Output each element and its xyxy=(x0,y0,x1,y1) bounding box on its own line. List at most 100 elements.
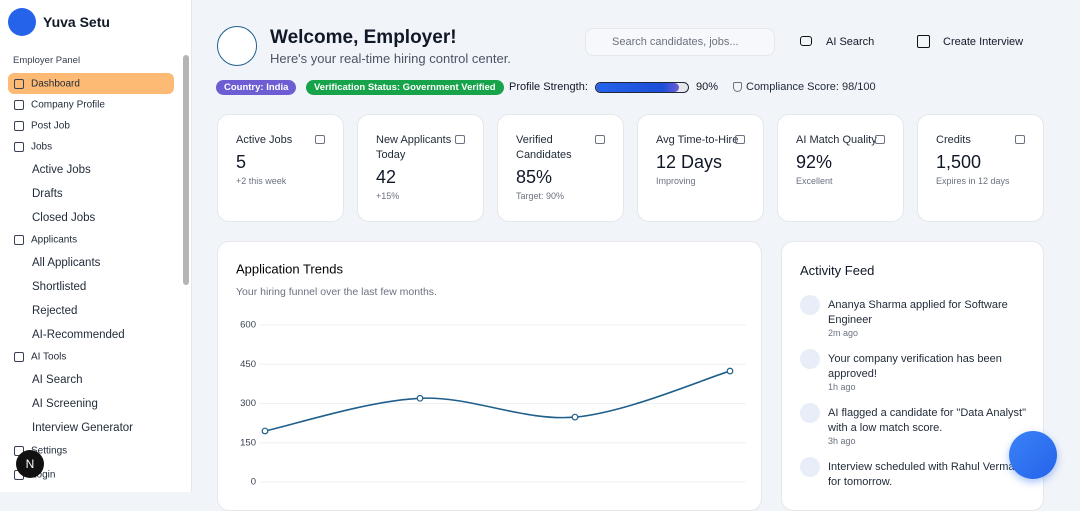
stat-card: Avg Time-to-Hire 12 Days Improving xyxy=(637,114,764,222)
ai-search-button[interactable]: AI Search xyxy=(826,36,875,48)
point xyxy=(261,427,269,435)
nav-item[interactable]: Jobs xyxy=(31,141,53,153)
y-tick-label: 300 xyxy=(240,398,256,409)
nav-active-bg xyxy=(8,73,174,94)
stat-value: 85% xyxy=(516,167,553,187)
nav-subitem[interactable]: Active Jobs xyxy=(32,164,91,176)
stat-icon xyxy=(595,135,605,144)
activity-item: Interview scheduled with Rahul Verma for… xyxy=(800,457,1030,490)
nav-subitem[interactable]: Shortlisted xyxy=(32,281,87,293)
nav-subitem[interactable]: Closed Jobs xyxy=(32,212,96,224)
calendar-icon xyxy=(917,35,930,48)
nav-icon xyxy=(14,100,24,110)
nav-subitem[interactable]: AI-Recommended xyxy=(32,329,125,341)
nav-item[interactable]: Post Job xyxy=(31,120,70,132)
stat-value: 5 xyxy=(236,152,247,172)
y-tick-label: 600 xyxy=(240,320,256,331)
activity-time: 1h ago xyxy=(828,382,856,392)
stat-note: Expires in 12 days xyxy=(936,176,1010,186)
stat-icon xyxy=(455,135,465,144)
stat-label: Active Jobs xyxy=(236,134,293,146)
point xyxy=(416,394,424,402)
nav-item[interactable]: Settings xyxy=(31,445,68,457)
stat-card: AI Match Quality 92% Excellent xyxy=(777,114,904,222)
nav-icon xyxy=(14,121,24,131)
stat-label: Avg Time-to-Hire xyxy=(656,134,739,146)
nav-icon xyxy=(14,235,24,245)
welcome-title: Welcome, Employer! xyxy=(270,27,457,48)
stat-icon xyxy=(875,135,885,144)
stat-label: AI Match Quality xyxy=(796,134,877,146)
progress-track xyxy=(595,82,689,93)
activity-text: Interview scheduled with Rahul Verma for… xyxy=(828,461,1015,488)
activity-icon xyxy=(800,349,820,369)
nav-subitem[interactable]: AI Search xyxy=(32,374,83,386)
activity-title: Activity Feed xyxy=(800,263,875,278)
stat-value: 92% xyxy=(796,152,833,172)
nav-item[interactable]: Dashboard xyxy=(31,78,80,90)
activity-item: Your company verification has been appro… xyxy=(800,349,1030,392)
stat-icon xyxy=(315,135,325,144)
line xyxy=(264,370,731,432)
activity-icon xyxy=(800,295,820,315)
shield-icon xyxy=(733,82,742,92)
profile-strength-value: 90% xyxy=(696,81,719,93)
stat-card: New Applicants Today 42 +15% xyxy=(357,114,484,222)
stat-card: Verified Candidates 85% Target: 90% xyxy=(497,114,624,222)
nav-item[interactable]: AI Tools xyxy=(31,351,67,363)
nav-subitem[interactable]: AI Screening xyxy=(32,398,98,410)
chart-card: Application Trends Your hiring funnel ov… xyxy=(217,241,762,511)
nav-subitem[interactable]: All Applicants xyxy=(32,257,101,269)
search-box[interactable]: Search candidates, jobs... xyxy=(585,28,775,56)
nav-icon xyxy=(14,142,24,152)
y-tick-label: 450 xyxy=(240,359,256,370)
chart: Application Trends Your hiring funnel ov… xyxy=(236,261,746,488)
nav-subitem[interactable]: Rejected xyxy=(32,305,78,317)
dev-badge[interactable]: N xyxy=(16,450,44,478)
verification-badge: Verification Status: Government Verified xyxy=(306,80,504,95)
avatar xyxy=(217,26,257,66)
progress-fill xyxy=(596,83,679,92)
stat-note: Improving xyxy=(656,176,696,186)
nav-subitem[interactable]: Interview Generator xyxy=(32,422,133,434)
stat-card: Credits 1,500 Expires in 12 days xyxy=(917,114,1044,222)
y-tick-label: 0 xyxy=(251,477,256,488)
stat-icon xyxy=(735,135,745,144)
stat-note: Excellent xyxy=(796,176,833,186)
stat-value: 12 Days xyxy=(656,152,723,172)
stat-note: +2 this week xyxy=(236,176,287,186)
stat-label: Verified Candidates xyxy=(516,134,572,161)
stat-note: Target: 90% xyxy=(516,191,565,201)
stat-card: Active Jobs 5 +2 this week xyxy=(217,114,344,222)
fab-button[interactable] xyxy=(1009,431,1057,479)
create-interview-button[interactable]: Create Interview xyxy=(943,36,1024,48)
activity-icon xyxy=(800,403,820,423)
nav-item[interactable]: Applicants xyxy=(31,234,78,246)
country-badge: Country: India xyxy=(216,80,297,95)
scrollbar xyxy=(183,55,189,285)
activity-text: Ananya Sharma applied for Software Engin… xyxy=(828,299,1008,326)
stat-label: Credits xyxy=(936,134,971,146)
page: Yuva Setu Employer Panel Dashboard Compan… xyxy=(0,0,1057,511)
sidebar: Yuva Setu Employer Panel Dashboard Compan… xyxy=(0,0,192,492)
stat-value: 1,500 xyxy=(936,152,982,172)
activity-time: 2m ago xyxy=(828,328,859,338)
chart-title: Application Trends xyxy=(236,261,343,276)
activity-icon xyxy=(800,457,820,477)
activity-item: AI flagged a candidate for "Data Analyst… xyxy=(800,403,1030,446)
logo xyxy=(8,8,36,36)
nav-subitem[interactable]: Drafts xyxy=(32,188,63,200)
nav-item[interactable]: Login xyxy=(31,469,56,481)
brand: Yuva Setu xyxy=(43,14,110,30)
activity-card: Activity Feed xyxy=(781,241,1044,511)
point xyxy=(726,367,734,375)
stat-note: +15% xyxy=(376,191,400,201)
chart-subtitle: Your hiring funnel over the last few mon… xyxy=(236,286,437,298)
activity-text: AI flagged a candidate for "Data Analyst… xyxy=(828,407,1026,434)
stat-icon xyxy=(1015,135,1025,144)
compliance-score: Compliance Score: 98/100 xyxy=(746,81,876,93)
nav-item[interactable]: Company Profile xyxy=(31,99,105,111)
stat-value: 42 xyxy=(376,167,397,187)
activity-item: Ananya Sharma applied for Software Engin… xyxy=(800,295,1030,338)
activity-time: 3h ago xyxy=(828,436,856,446)
